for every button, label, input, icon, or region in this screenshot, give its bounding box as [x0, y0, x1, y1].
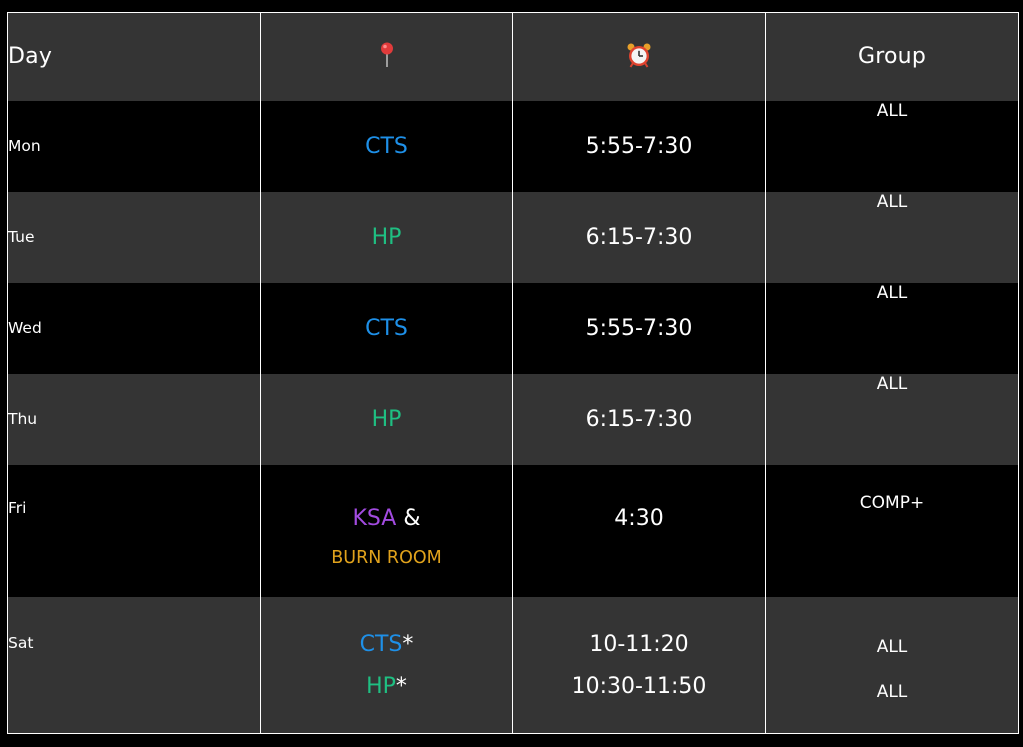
location-cell: HP	[260, 191, 513, 283]
day-cell: Mon	[7, 100, 261, 192]
time-cell: 6:15-7:30	[512, 191, 766, 283]
group-cell: COMP+	[765, 464, 1019, 597]
location-marker: *	[395, 673, 407, 699]
time-cell: 5:55-7:30	[512, 282, 766, 374]
group-label: ALL	[876, 681, 908, 702]
day-cell: Sat	[7, 596, 261, 734]
location-label: HP	[371, 224, 402, 250]
location-line: KSA &	[261, 498, 512, 540]
location-marker: *	[402, 631, 414, 657]
location-label: HP	[366, 673, 396, 699]
table-row: Mon CTS 5:55-7:30 ALL	[7, 100, 1019, 192]
alarm-clock-icon	[626, 42, 652, 72]
location-cell: CTS* HP*	[260, 596, 513, 734]
time-cell: 5:55-7:30	[512, 100, 766, 192]
header-location-cell	[260, 12, 513, 101]
group-cell: ALL	[765, 282, 1019, 374]
schedule-table: Day	[7, 12, 1019, 734]
header-group-cell: Group	[765, 12, 1019, 101]
location-joiner: &	[403, 505, 421, 531]
header-row: Day	[7, 12, 1019, 101]
time-cell: 6:15-7:30	[512, 373, 766, 465]
location-label: HP	[371, 406, 402, 432]
location-cell: CTS	[260, 100, 513, 192]
group-cell: ALL	[765, 100, 1019, 192]
location-line: CTS*	[261, 624, 512, 666]
time-cell: 10-11:20 10:30-11:50	[512, 596, 766, 734]
group-cell: ALL	[765, 191, 1019, 283]
time-cell: 4:30	[512, 464, 766, 597]
location-cell: KSA & BURN ROOM	[260, 464, 513, 597]
table-row: Sat CTS* HP* 10-11:20 10:30-11:50 ALL AL…	[7, 596, 1019, 734]
location-cell: CTS	[260, 282, 513, 374]
header-day-cell: Day	[7, 12, 261, 101]
location-secondary-label: BURN ROOM	[331, 547, 442, 568]
group-cell: ALL	[765, 373, 1019, 465]
day-cell: Fri	[7, 464, 261, 597]
day-cell: Wed	[7, 282, 261, 374]
header-group-label: Group	[858, 44, 926, 70]
location-label: CTS	[365, 133, 408, 159]
day-cell: Tue	[7, 191, 261, 283]
header-day-label: Day	[8, 44, 53, 70]
location-label: CTS	[359, 631, 403, 657]
table-row: Thu HP 6:15-7:30 ALL	[7, 373, 1019, 465]
time-label: 10-11:20	[589, 631, 689, 657]
location-label: CTS	[365, 315, 408, 341]
table-row: Fri KSA & BURN ROOM 4:30 COMP+	[7, 464, 1019, 597]
header-time-cell	[512, 12, 766, 101]
group-label: ALL	[876, 636, 908, 657]
location-label: KSA	[352, 505, 397, 531]
table-row: Wed CTS 5:55-7:30 ALL	[7, 282, 1019, 374]
group-cell: ALL ALL	[765, 596, 1019, 734]
table-row: Tue HP 6:15-7:30 ALL	[7, 191, 1019, 283]
day-cell: Thu	[7, 373, 261, 465]
time-label: 4:30	[614, 505, 664, 531]
location-line: HP*	[261, 666, 512, 708]
round-pushpin-icon	[380, 42, 394, 72]
time-label: 10:30-11:50	[571, 673, 707, 699]
location-cell: HP	[260, 373, 513, 465]
